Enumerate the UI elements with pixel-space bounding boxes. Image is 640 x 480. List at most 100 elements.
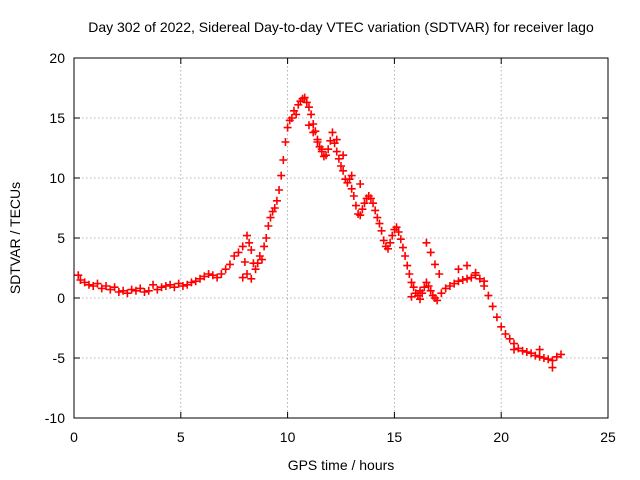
- data-point: [213, 273, 222, 282]
- data-point: [351, 201, 360, 210]
- data-point: [247, 246, 256, 254]
- data-point: [76, 276, 85, 284]
- y-tick-label: -10: [45, 410, 65, 426]
- data-point: [93, 279, 102, 288]
- data-point: [480, 277, 489, 286]
- data-point: [153, 285, 162, 294]
- data-point: [394, 228, 403, 236]
- plot-frame: [73, 57, 609, 419]
- data-point: [257, 255, 266, 264]
- data-point: [332, 147, 341, 156]
- data-point: [275, 186, 284, 194]
- data-point: [501, 330, 510, 338]
- data-point: [539, 354, 548, 362]
- data-point: [260, 242, 269, 251]
- data-point: [200, 272, 209, 281]
- data-point: [161, 282, 170, 290]
- data-point: [183, 280, 192, 289]
- data-point: [309, 128, 318, 137]
- data-point: [178, 282, 187, 290]
- data-point: [557, 350, 566, 359]
- data-point: [522, 348, 531, 356]
- data-point: [106, 285, 115, 294]
- y-tick-label: 10: [49, 170, 65, 186]
- data-point: [217, 270, 226, 278]
- data-point: [416, 295, 425, 304]
- data-point: [426, 286, 435, 295]
- data-point: [347, 184, 356, 193]
- data-point: [409, 283, 418, 292]
- data-point: [304, 121, 313, 130]
- data-point: [488, 302, 497, 311]
- data-point: [208, 271, 217, 280]
- data-point: [191, 277, 200, 286]
- data-point: [510, 345, 519, 354]
- data-point: [283, 123, 292, 132]
- data-point: [238, 242, 247, 251]
- axis-ticks: 0 5 10 15 20 25 -10 -5 0 5 10 15 20: [45, 50, 616, 445]
- data-point: [266, 213, 275, 222]
- data-point: [326, 136, 335, 145]
- data-point: [396, 235, 405, 244]
- data-point: [230, 252, 239, 260]
- data-point: [445, 282, 454, 290]
- data-point: [349, 192, 358, 200]
- data-point: [97, 284, 106, 293]
- data-point: [221, 265, 230, 274]
- data-point: [505, 334, 514, 343]
- data-point: [430, 260, 439, 269]
- data-point: [518, 346, 527, 355]
- x-tick-label: 25: [600, 429, 616, 445]
- data-point: [467, 273, 476, 282]
- data-point: [281, 138, 290, 146]
- data-point: [548, 356, 557, 365]
- x-tick-label: 10: [280, 429, 296, 445]
- chart-title: Day 302 of 2022, Sidereal Day-to-day VTE…: [88, 19, 594, 35]
- data-point: [441, 284, 450, 293]
- y-tick-label: 5: [57, 230, 65, 246]
- data-point: [463, 261, 472, 270]
- data-point: [334, 154, 343, 163]
- data-point: [405, 270, 414, 278]
- data-point: [74, 271, 83, 280]
- data-point: [356, 180, 365, 188]
- data-point: [398, 243, 407, 252]
- data-point: [204, 270, 213, 278]
- data-point: [80, 278, 89, 287]
- data-point: [157, 283, 166, 292]
- data-point: [358, 205, 367, 214]
- data-point: [292, 110, 301, 119]
- data-point: [84, 280, 93, 289]
- data-point: [377, 226, 386, 235]
- data-point: [304, 103, 313, 112]
- data-point: [307, 110, 316, 119]
- x-tick-label: 15: [387, 429, 403, 445]
- data-point: [437, 289, 446, 298]
- data-point: [339, 151, 348, 160]
- data-point: [484, 291, 493, 300]
- data-point: [375, 219, 384, 228]
- data-point: [386, 238, 395, 247]
- x-tick-label: 20: [493, 429, 509, 445]
- y-tick-label: 0: [57, 290, 65, 306]
- data-point: [225, 260, 234, 269]
- data-point: [475, 274, 484, 283]
- x-axis-label: GPS time / hours: [288, 457, 395, 473]
- data-point: [492, 313, 501, 322]
- data-point: [245, 238, 254, 247]
- data-point: [544, 355, 553, 364]
- data-point: [270, 204, 279, 212]
- data-point: [187, 278, 196, 287]
- data-point: [253, 259, 262, 268]
- grid: [74, 58, 608, 418]
- data-point: [102, 282, 111, 290]
- data-point: [458, 276, 467, 284]
- data-point: [309, 120, 318, 128]
- data-point: [332, 135, 341, 144]
- data-point: [243, 270, 252, 278]
- data-point: [174, 279, 183, 288]
- data-point: [114, 288, 123, 296]
- data-point: [300, 93, 309, 102]
- data-point: [119, 286, 128, 295]
